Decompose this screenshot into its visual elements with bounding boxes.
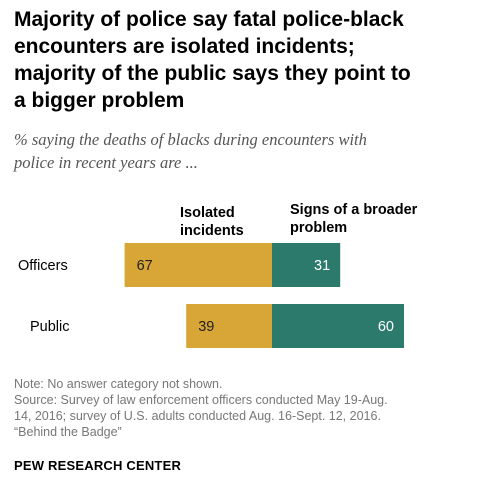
column-header-line: incidents bbox=[180, 223, 244, 239]
bar-isolated bbox=[186, 304, 272, 348]
column-header-line: Signs of a broader bbox=[290, 202, 418, 218]
data-label-broader: 31 bbox=[314, 258, 330, 274]
title-line: Majority of police say fatal police-blac… bbox=[14, 8, 404, 31]
subtitle-line: police in recent years are ... bbox=[14, 153, 198, 172]
chart-notes: Note: No answer category not shown. Sour… bbox=[14, 376, 490, 440]
source-line: 14, 2016; survey of U.S. adults conducte… bbox=[14, 409, 381, 423]
bar-broader bbox=[272, 304, 404, 348]
title-line: majority of the public says they point t… bbox=[14, 62, 411, 85]
category-label: Public bbox=[30, 319, 70, 335]
column-header-line: problem bbox=[290, 220, 348, 236]
column-header-line: Isolated bbox=[180, 205, 235, 221]
subtitle-line: % saying the deaths of blacks during enc… bbox=[14, 130, 367, 149]
bar-isolated bbox=[124, 243, 272, 287]
column-header-isolated: Isolated incidents bbox=[180, 204, 244, 240]
category-label: Officers bbox=[18, 258, 68, 274]
title-line: a bigger problem bbox=[14, 89, 185, 112]
chart-subtitle: % saying the deaths of blacks during enc… bbox=[14, 128, 490, 174]
chart-title: Majority of police say fatal police-blac… bbox=[14, 6, 490, 114]
title-line: encounters are isolated incidents; bbox=[14, 35, 355, 58]
column-header-broader: Signs of a broader problem bbox=[290, 201, 417, 237]
source-line: “Behind the Badge” bbox=[14, 425, 122, 439]
brand-label: PEW RESEARCH CENTER bbox=[14, 458, 182, 473]
data-label-isolated: 39 bbox=[198, 319, 214, 335]
data-label-broader: 60 bbox=[378, 319, 394, 335]
source-line: Source: Survey of law enforcement office… bbox=[14, 393, 388, 407]
chart-plot: Officers 67 31 Public 39 60 bbox=[18, 243, 404, 348]
bar-broader bbox=[272, 243, 341, 287]
data-label-isolated: 67 bbox=[137, 258, 153, 274]
note-line: Note: No answer category not shown. bbox=[14, 377, 223, 391]
